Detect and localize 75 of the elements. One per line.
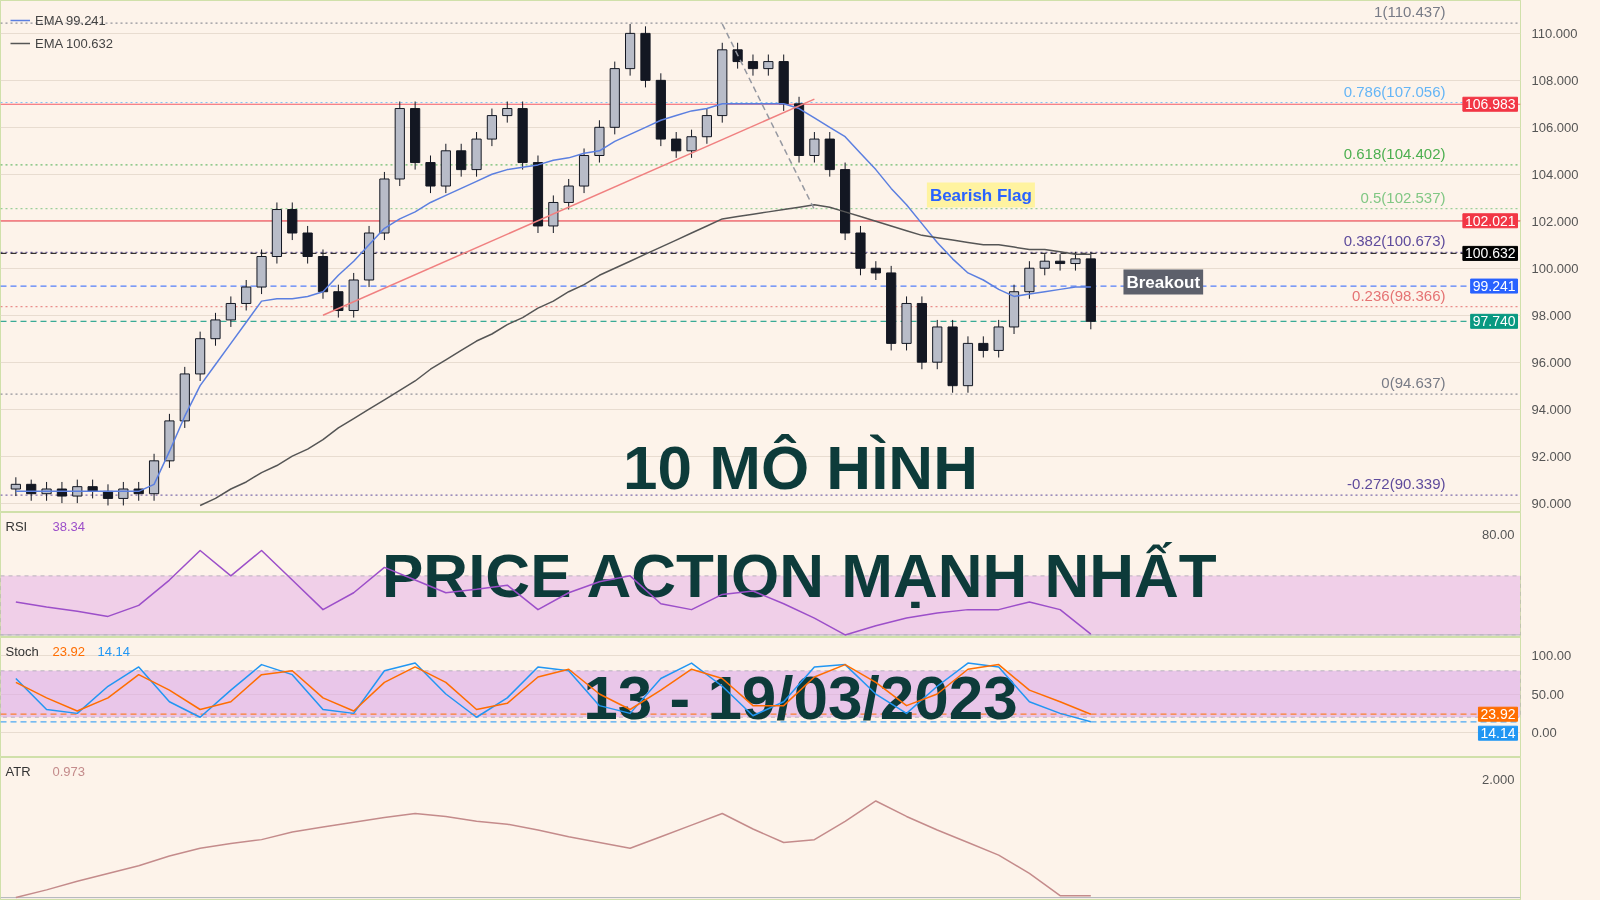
ref-line-label: 0.786(107.056) — [1343, 82, 1446, 100]
ref-line-label: 102.021 — [1464, 212, 1516, 229]
candlestick — [671, 131, 682, 159]
candlestick — [1024, 260, 1035, 300]
candlestick — [701, 108, 713, 145]
y-tick-label: 104.000 — [1531, 166, 1579, 182]
candlestick — [763, 54, 774, 77]
text: Breakout — [1126, 272, 1201, 292]
legend-label: EMA 99.241 — [35, 12, 106, 28]
candlestick — [287, 201, 298, 241]
candlestick — [425, 155, 436, 194]
y-tick-label: 108.000 — [1531, 72, 1579, 88]
candlestick — [502, 100, 513, 124]
y-tick-label: 106.000 — [1531, 119, 1579, 135]
ref-line-label: 14.14 — [1480, 725, 1516, 742]
ref-line-label: -0.272(90.339) — [1347, 475, 1446, 493]
candlestick — [87, 479, 98, 499]
y-tick-label: 110.000 — [1531, 25, 1578, 41]
text: 14.14 — [97, 644, 131, 659]
text: 23.92 — [52, 644, 86, 659]
chart-title: RSI — [5, 519, 28, 534]
candlestick — [118, 481, 129, 506]
text: 0.973 — [52, 764, 86, 779]
ref-line-label: 0.618(104.402) — [1343, 144, 1446, 162]
candlestick — [56, 481, 68, 504]
text: 10 MÔ HÌNH — [623, 433, 978, 502]
ref-line-label: 0.382(100.673) — [1343, 232, 1446, 250]
candlestick — [809, 131, 820, 164]
ref-line-label: 0.236(98.366) — [1352, 286, 1446, 304]
text: PRICE ACTION MẠNH NHẤT — [382, 540, 1217, 610]
candlestick — [1055, 253, 1066, 272]
legend-label: EMA 100.632 — [35, 35, 114, 51]
candlestick — [1039, 253, 1050, 276]
candlestick — [563, 178, 574, 211]
candlestick — [993, 319, 1004, 358]
candlestick — [333, 284, 344, 319]
candlestick — [486, 108, 498, 147]
candlestick — [225, 295, 236, 328]
annotation: Bearish Flag — [929, 185, 1032, 205]
candlestick — [686, 129, 697, 159]
text: 38.34 — [52, 519, 86, 534]
candlestick — [1070, 251, 1081, 272]
ref-line-label: 99.241 — [1472, 278, 1516, 295]
ref-line-label: 0.5(102.537) — [1360, 188, 1446, 206]
y-tick-label: 96.000 — [1531, 354, 1572, 370]
text: 80.00 — [1481, 527, 1515, 542]
candlestick — [210, 312, 221, 347]
candlestick — [548, 194, 559, 234]
candlestick — [241, 279, 252, 312]
text: Stoch — [5, 644, 39, 659]
candlestick — [732, 42, 743, 70]
candlestick — [978, 335, 989, 358]
ref-line-label: 97.740 — [1472, 313, 1516, 330]
text: 2.000 — [1481, 772, 1515, 787]
y-tick-label: 100.000 — [1531, 260, 1579, 276]
y-tick-label: 102.000 — [1531, 213, 1579, 229]
candlestick — [10, 476, 21, 497]
y-tick-label: 92.000 — [1531, 448, 1572, 464]
y-tick-label: 94.000 — [1531, 401, 1572, 417]
ref-line-label: 23.92 — [1480, 706, 1516, 723]
chart-title: ATR — [5, 764, 31, 779]
y-tick-label: 90.000 — [1531, 495, 1572, 511]
y-tick-label: 98.000 — [1531, 307, 1572, 323]
ref-line-label: 1(110.437) — [1374, 3, 1446, 21]
candlestick — [747, 54, 759, 77]
line-series — [199, 204, 1092, 507]
candlestick — [302, 225, 313, 265]
ref-line-label: 100.632 — [1464, 245, 1516, 262]
ref-line-label: 106.983 — [1464, 96, 1516, 113]
candlestick — [456, 143, 467, 178]
y-tick-label: 100.00 — [1531, 647, 1572, 663]
y-tick-label: 0.00 — [1531, 725, 1557, 741]
candlestick — [870, 260, 881, 281]
ref-line-label: 0(94.637) — [1381, 374, 1446, 392]
y-tick-label: 50.00 — [1531, 686, 1565, 702]
